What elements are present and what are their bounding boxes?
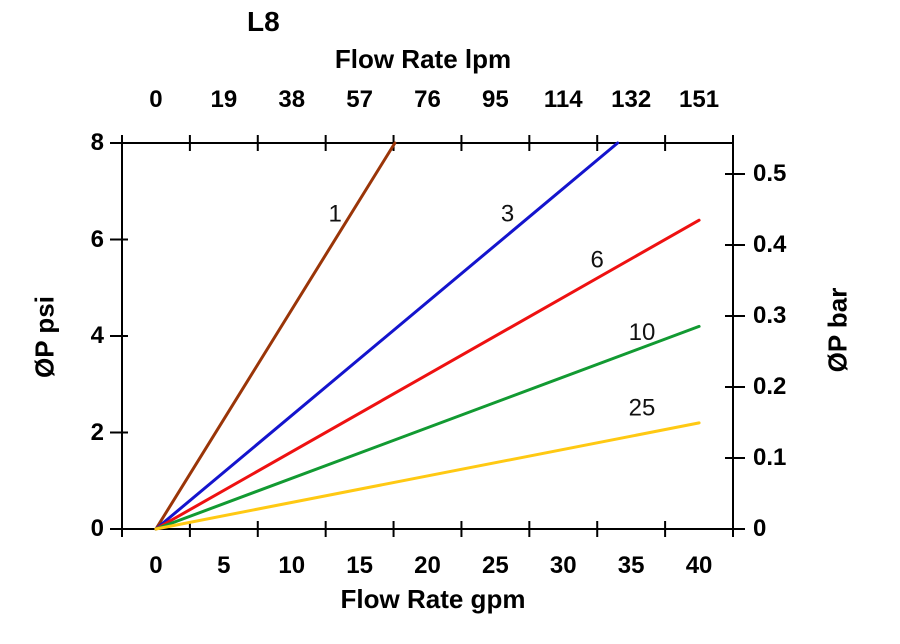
left-tick-label: 8 [90,129,104,156]
right-tick-label: 0 [753,515,767,542]
top-tick-label: 114 [543,86,583,113]
series-line-6 [154,218,701,531]
bottom-tick-label: 30 [549,552,577,579]
left-tick-label: 2 [90,418,104,446]
right-tick-label: 0.2 [753,373,787,400]
series-label-25: 25 [629,395,656,422]
top-tick-label: 132 [611,86,652,113]
left-tick-label: 4 [90,322,104,349]
series-label-1: 1 [329,201,342,228]
bottom-tick-label: 20 [414,552,441,579]
top-tick-label: 95 [482,86,509,113]
chart-title: L8 [247,6,280,37]
left-tick-label: 0 [90,515,104,542]
top-tick-label: 151 [679,86,720,113]
series-line-25 [154,421,701,531]
series-line-3 [154,141,620,531]
right-tick-label: 0.4 [753,231,787,258]
bottom-tick-label: 15 [346,552,373,579]
bottom-axis-title: Flow Rate gpm [340,584,526,614]
bottom-tick-label: 35 [617,552,645,579]
bottom-tick-label: 40 [685,552,713,579]
series-label-3: 3 [501,201,514,228]
left-tick-label: 6 [90,225,104,253]
right-tick-label: 0.3 [753,302,787,329]
top-tick-label: 0 [149,86,163,113]
top-tick-label: 76 [414,86,441,113]
bottom-tick-label: 5 [217,552,231,579]
bottom-tick-label: 10 [278,552,306,579]
bottom-tick-label: 25 [482,552,509,579]
top-tick-label: 57 [346,86,373,113]
top-tick-label: 19 [210,86,238,113]
right-tick-label: 0.5 [753,160,787,187]
series-line-10 [154,324,701,531]
series-line-1 [154,141,397,531]
right-tick-label: 0.1 [753,444,787,471]
top-tick-label: 38 [278,86,306,113]
bottom-tick-label: 0 [149,552,163,579]
series-label-10: 10 [629,319,656,346]
top-axis-title: Flow Rate lpm [334,44,512,74]
series-label-6: 6 [591,247,604,274]
